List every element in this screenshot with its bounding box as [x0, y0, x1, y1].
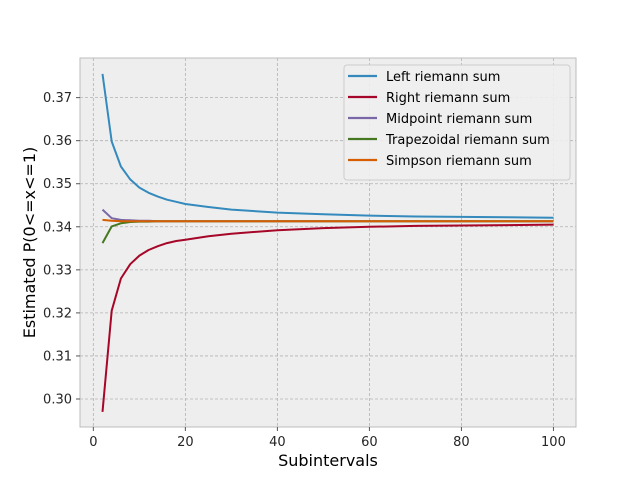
- series-line-1: [101, 223, 554, 412]
- y-tick-label: 0.37: [43, 91, 72, 106]
- x-axis: 0 20 40 60 80 100: [89, 427, 566, 450]
- y-tick-label: 0.31: [43, 349, 72, 364]
- legend: Left riemann sum Right riemann sum Midpoin…: [343, 64, 571, 181]
- series-line-4: [102, 218, 554, 223]
- legend-entry-label: Midpoint riemann sum: [386, 112, 532, 127]
- plot-frame: [79, 57, 577, 428]
- legend-entry-label: Left riemann sum: [386, 70, 500, 85]
- y-tick-label: 0.35: [43, 177, 72, 192]
- x-axis-label: Subintervals: [278, 451, 378, 470]
- x-tick-label: 40: [269, 435, 286, 450]
- legend-entry-label: Right riemann sum: [386, 91, 510, 106]
- y-axis-label: Estimated P(0<=x<=1): [20, 147, 39, 339]
- series-lines: [101, 73, 554, 412]
- y-tick-label: 0.36: [43, 134, 72, 149]
- y-tick-label: 0.30: [43, 393, 72, 408]
- x-tick-label: 100: [541, 435, 566, 450]
- x-tick-label: 20: [177, 435, 194, 450]
- y-tick-label: 0.32: [43, 306, 72, 321]
- legend-box: [343, 64, 571, 181]
- legend-entry-label: Trapezoidal riemann sum: [385, 133, 550, 148]
- x-tick-label: 80: [453, 435, 470, 450]
- y-tick-label: 0.34: [43, 220, 72, 235]
- y-axis: 0.30 0.31 0.32 0.33 0.34 0.35 0.36 0.37: [43, 91, 80, 408]
- series-line-0: [101, 73, 554, 219]
- y-tick-label: 0.33: [43, 263, 72, 278]
- legend-entry-label: Simpson riemann sum: [386, 154, 532, 169]
- x-tick-label: 0: [89, 435, 97, 450]
- x-tick-label: 60: [361, 435, 378, 450]
